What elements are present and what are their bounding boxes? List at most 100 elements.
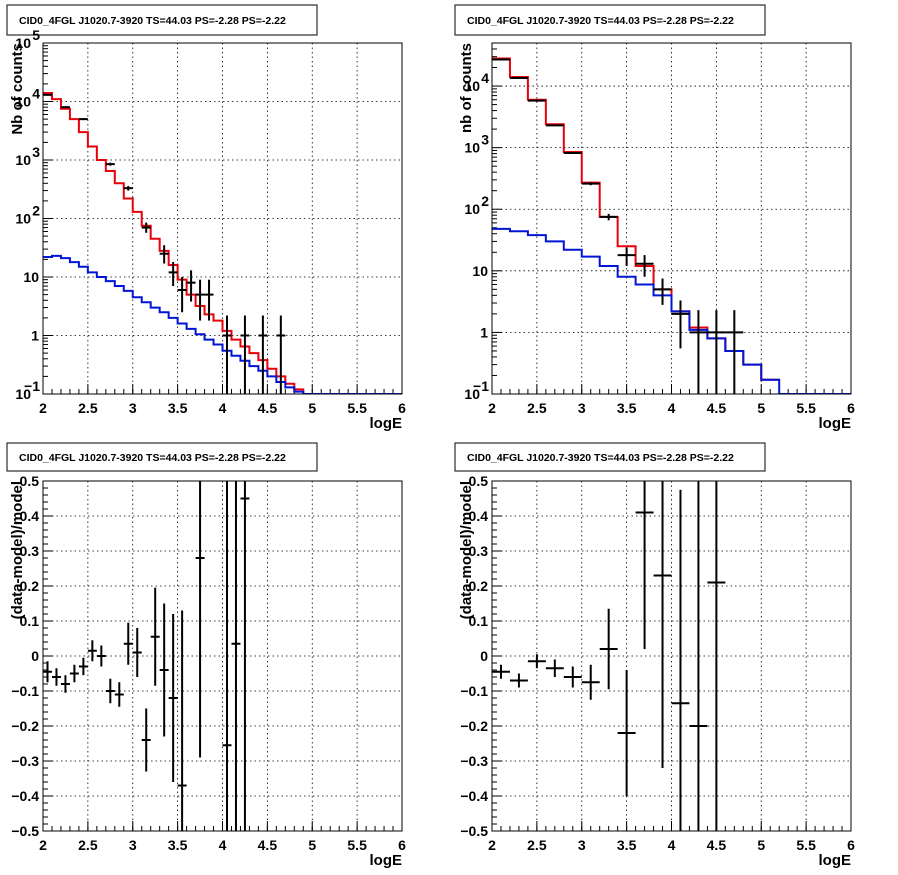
y-tick-exponent: 3 (32, 144, 40, 160)
x-tick-label: 4.5 (707, 837, 727, 853)
data-point (240, 481, 250, 831)
data-point (186, 270, 196, 302)
y-tick-label: −0.1 (460, 683, 488, 699)
data-point (177, 610, 187, 831)
y-tick-label: 0.1 (469, 613, 489, 629)
data-point (69, 664, 79, 683)
title-box (6, 4, 318, 36)
data-point (132, 628, 142, 677)
y-tick-label: 0.5 (469, 473, 489, 489)
y-tick-exponent: −1 (473, 378, 489, 394)
title-box (454, 4, 766, 36)
data-point (78, 657, 88, 676)
data-point (653, 278, 672, 305)
x-tick-label: 5 (308, 837, 316, 853)
x-axis-label: logE (370, 415, 403, 432)
plot-frame (491, 480, 852, 832)
y-tick-label: 10 (464, 140, 480, 156)
y-tick-label: 0.5 (20, 473, 40, 489)
y-tick-label: −0.3 (11, 753, 39, 769)
y-tick-label: −0.2 (11, 718, 39, 734)
data-point (87, 640, 97, 662)
y-tick-label: −0.4 (460, 788, 488, 804)
x-tick-label: 5.5 (796, 400, 816, 416)
data-point (123, 185, 133, 191)
source-model-histogram (43, 254, 402, 394)
y-tick-label: 0 (480, 648, 488, 664)
plot-area (492, 57, 851, 394)
data-point (599, 213, 618, 221)
data-point (509, 77, 528, 80)
data-point (707, 310, 726, 394)
chart-panel-4: CID0_4FGL J1020.7-3920 TS=44.03 PS=-2.28… (454, 442, 855, 869)
data-point (222, 481, 232, 831)
data-point (635, 481, 654, 649)
y-tick-label: −0.5 (11, 823, 39, 839)
y-tick-label: 10 (15, 152, 31, 168)
x-tick-label: 3 (129, 837, 137, 853)
data-point (527, 99, 546, 102)
x-tick-label: 2.5 (527, 837, 547, 853)
data-point (195, 279, 205, 321)
x-axis-label: logE (819, 415, 852, 432)
source-model-histogram (492, 227, 851, 394)
y-tick-label: −0.4 (11, 788, 39, 804)
data-point (60, 675, 70, 693)
y-tick-label: 10 (464, 78, 480, 94)
data-point (671, 300, 690, 349)
data-point (222, 315, 232, 394)
y-tick-label: 0.4 (469, 508, 489, 524)
plot-frame (42, 480, 403, 832)
x-axis-label: logE (819, 852, 852, 869)
data-point (204, 279, 214, 321)
title-box (454, 442, 766, 472)
data-point (177, 277, 187, 313)
data-point (60, 106, 70, 109)
data-point (150, 587, 160, 686)
y-tick-label: 10 (15, 94, 31, 110)
x-tick-label: 6 (398, 837, 406, 853)
data-point (114, 682, 124, 707)
data-point (563, 151, 582, 154)
data-point (492, 58, 510, 61)
plot-frame (42, 42, 403, 395)
x-tick-label: 2 (488, 837, 496, 853)
data-point (78, 118, 88, 121)
y-tick-label: 10 (15, 386, 31, 402)
y-tick-label: 10 (472, 263, 488, 279)
x-tick-label: 2 (39, 837, 47, 853)
data-point (123, 622, 133, 665)
data-point (43, 93, 52, 96)
chart-panel-2: CID0_4FGL J1020.7-3920 TS=44.03 PS=-2.28… (454, 4, 855, 432)
x-tick-label: 4 (668, 837, 676, 853)
y-tick-label: 0.1 (20, 613, 40, 629)
data-point (105, 162, 115, 166)
y-axis-label: nb of counts (458, 43, 475, 133)
y-tick-label: 10 (15, 35, 31, 51)
data-point (159, 603, 169, 737)
data-point (599, 608, 618, 690)
x-tick-label: 4.5 (258, 400, 278, 416)
x-axis-label: logE (370, 852, 403, 869)
data-point (240, 315, 250, 394)
data-point (105, 678, 115, 704)
x-tick-label: 4 (219, 400, 227, 416)
x-tick-label: 5 (308, 400, 316, 416)
y-tick-exponent: 4 (481, 70, 489, 86)
x-tick-label: 3.5 (617, 400, 637, 416)
x-tick-label: 3 (129, 400, 137, 416)
data-point (492, 664, 510, 679)
data-point (509, 673, 528, 688)
data-point (195, 481, 205, 758)
data-point (581, 664, 600, 700)
x-tick-label: 4.5 (707, 400, 727, 416)
chart-panel-3: CID0_4FGL J1020.7-3920 TS=44.03 PS=-2.28… (6, 442, 406, 869)
y-tick-label: 10 (15, 211, 31, 227)
y-tick-label: 0.4 (20, 508, 40, 524)
y-tick-exponent: −1 (24, 378, 40, 394)
data-point (545, 659, 564, 677)
x-tick-label: 3.5 (617, 837, 637, 853)
x-tick-label: 2.5 (78, 837, 98, 853)
plot-area (43, 481, 250, 831)
